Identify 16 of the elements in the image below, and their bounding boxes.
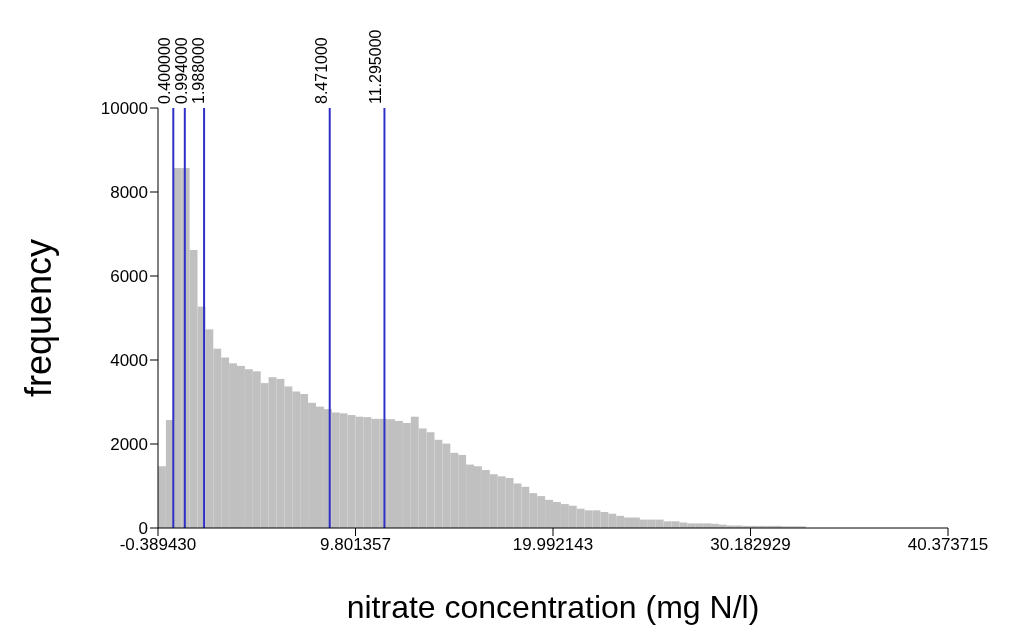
ref-line-label: 1.988000 — [190, 37, 208, 104]
x-tick-label: 19.992143 — [512, 535, 594, 555]
y-axis-title: frequency — [17, 238, 59, 398]
x-tick-label: 40.373715 — [907, 535, 989, 555]
x-tick-label: 9.801357 — [320, 535, 391, 555]
x-axis-title: nitrate concentration (mg N/l) — [346, 589, 760, 625]
y-tick-label: 10000 — [100, 99, 148, 119]
y-tick-label: 2000 — [110, 435, 148, 455]
y-tick-label: 8000 — [110, 183, 148, 203]
y-tick-label: 4000 — [110, 351, 148, 371]
y-tick-label: 6000 — [110, 267, 148, 287]
x-tick-label: 30.182929 — [710, 535, 791, 555]
ref-line-label: 0.400000 — [156, 37, 174, 104]
ref-line-label: 0.994000 — [173, 37, 191, 104]
ref-line-label: 8.471000 — [312, 37, 330, 104]
ref-line-label: 11.295000 — [367, 29, 385, 104]
